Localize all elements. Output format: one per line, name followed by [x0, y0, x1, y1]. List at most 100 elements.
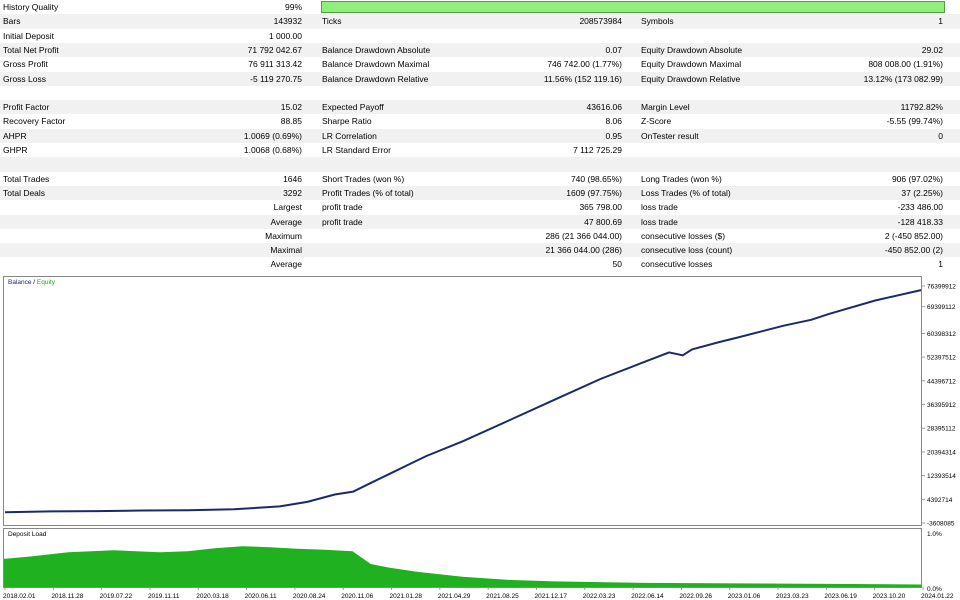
- report-value: 2 (-450 852.00): [884, 230, 943, 241]
- report-row: History Quality 99%: [0, 0, 960, 14]
- y-tick-label: 69399112: [927, 304, 956, 311]
- report-value: 71 792 042.67: [247, 44, 302, 55]
- x-tick-label: 2021.04.29: [438, 593, 471, 600]
- x-tick-label: 2023.06.19: [824, 593, 857, 600]
- report-value: 208573984: [579, 16, 622, 27]
- report-value: Maximum: [265, 230, 302, 241]
- report-value: 99%: [284, 2, 302, 12]
- report-value: 88.85: [280, 116, 302, 127]
- deposit-load-chart: Deposit Load 1.0% 0.0% 2018.02.01 2018.11.2…: [3, 528, 958, 600]
- results-report: History Quality 99% Bars 143932 Ticks 2085739…: [0, 0, 960, 272]
- balance-chart-svg: 76399912 69399112 60398312 52397512 44396712…: [4, 284, 956, 526]
- report-value: 1: [938, 16, 943, 27]
- report-label: [3, 86, 153, 100]
- report-value: 8.06: [605, 116, 622, 127]
- report-label: Gross Profit: [3, 59, 48, 70]
- report-label: Margin Level: [641, 102, 690, 113]
- report-label: Initial Deposit: [3, 30, 55, 41]
- report-label: Gross Loss: [3, 73, 46, 84]
- report-label: Z-Score: [641, 116, 672, 127]
- report-label: [3, 257, 153, 271]
- balance-equity-chart: Balance / Equity 76399912 69399112 6039831…: [3, 276, 958, 526]
- y-tick-label: 60398312: [927, 331, 956, 338]
- report-label: [3, 229, 153, 243]
- y-tick-label: 28395112: [927, 426, 956, 433]
- report-row: [0, 86, 960, 100]
- report-value: [780, 86, 943, 100]
- report-label: consecutive losses: [641, 259, 713, 270]
- report-row: Gross Loss -5 119 270.75 Balance Drawdown …: [0, 71, 960, 86]
- report-row: AHPR 1.0069 (0.69%) LR Correlation 0.95 OnTe…: [0, 128, 960, 143]
- report-label: Ticks: [322, 16, 342, 27]
- report-row: Initial Deposit 1 000.00: [0, 29, 960, 43]
- x-tick-label: 2020.03.18: [196, 593, 229, 600]
- report-label: Total Deals: [3, 187, 46, 198]
- report-row: Average 50 consecutive losses 1: [0, 257, 960, 271]
- load-y-tick-label: 1.0%: [927, 531, 942, 538]
- report-label: OnTester result: [641, 130, 699, 141]
- report-row: Total Net Profit 71 792 042.67 Balance Dra…: [0, 42, 960, 58]
- y-tick-label: 76399912: [927, 284, 956, 291]
- report-label: Equity Drawdown Maximal: [641, 59, 742, 70]
- report-value: [780, 143, 943, 157]
- report-label: Long Trades (won %): [641, 173, 722, 184]
- load-y-tick-label: 0.0%: [927, 586, 942, 593]
- report-label: profit trade: [322, 202, 363, 213]
- x-tick-label: 2022.09.26: [679, 593, 712, 600]
- report-value: 47 800.69: [584, 216, 622, 227]
- report-row: Total Trades 1646 Short Trades (won %) 740 …: [0, 172, 960, 186]
- report-label: [3, 157, 153, 171]
- x-tick-label: 2024.01.22: [921, 593, 954, 600]
- report-value: 0.95: [605, 130, 622, 141]
- report-label: Balance Drawdown Absolute: [322, 44, 431, 55]
- legend-separator: /: [31, 279, 37, 286]
- report-value: 906 (97.02%): [891, 173, 943, 184]
- report-label: GHPR: [3, 145, 28, 155]
- report-value: -5.55 (99.74%): [886, 116, 943, 127]
- report-value: 43616.06: [586, 102, 622, 113]
- load-chart-title: Deposit Load: [8, 531, 47, 538]
- x-tick-label: 2019.11.11: [148, 593, 180, 600]
- y-tick-label: 4392714: [927, 497, 953, 504]
- report-value: 1: [938, 259, 943, 270]
- report-label: History Quality: [3, 2, 59, 12]
- report-label: [3, 243, 153, 257]
- report-value: -128 418.33: [897, 216, 943, 227]
- report-value: -5 119 270.75: [250, 73, 302, 84]
- x-tick-label: 2020.08.24: [293, 593, 326, 600]
- report-row: Average profit trade 47 800.69 loss trade -1…: [0, 214, 960, 229]
- report-value: 143932: [273, 16, 302, 27]
- report-label: Short Trades (won %): [322, 173, 405, 184]
- x-tick-label: 2023.03.23: [776, 593, 809, 600]
- y-tick-label: 20394314: [927, 449, 956, 456]
- report-label: LR Correlation: [322, 130, 377, 141]
- report-value: 1 000.00: [268, 30, 302, 41]
- y-tick-label: 44396712: [927, 378, 956, 385]
- history-quality-bar: [321, 1, 945, 13]
- report-row: GHPR 1.0068 (0.68%) LR Standard Error 7 112…: [0, 143, 960, 157]
- report-row: Bars 143932 Ticks 208573984 Symbols 1: [0, 14, 960, 29]
- report-value: 76 911 313.42: [248, 59, 302, 70]
- report-label: Total Net Profit: [3, 44, 59, 55]
- report-label: Sharpe Ratio: [322, 116, 372, 127]
- x-tick-label: 2018.11.28: [51, 593, 83, 600]
- report-label: Balance Drawdown Maximal: [322, 59, 430, 70]
- report-value: 29.02: [921, 44, 943, 55]
- report-value: 3292: [283, 187, 302, 198]
- report-value: [780, 29, 943, 43]
- report-label: Profit Factor: [3, 102, 50, 113]
- report-value: Average: [270, 259, 302, 270]
- report-value: [155, 86, 302, 100]
- report-value: 0: [938, 130, 943, 141]
- deposit-load-area: [4, 546, 921, 587]
- report-value: 15.02: [280, 102, 302, 113]
- report-value: [780, 157, 943, 171]
- report-value: Largest: [273, 202, 302, 213]
- report-label: consecutive losses ($): [641, 230, 726, 241]
- x-tick-label: 2019.07.22: [100, 593, 133, 600]
- report-value: 13.12% (173 082.99): [863, 73, 943, 84]
- equity-line: [4, 289, 922, 513]
- report-value: 11.56% (152 119.16): [543, 73, 622, 84]
- report-row: Largest profit trade 365 798.00 loss trade -…: [0, 200, 960, 214]
- report-value: 0.07: [605, 44, 622, 55]
